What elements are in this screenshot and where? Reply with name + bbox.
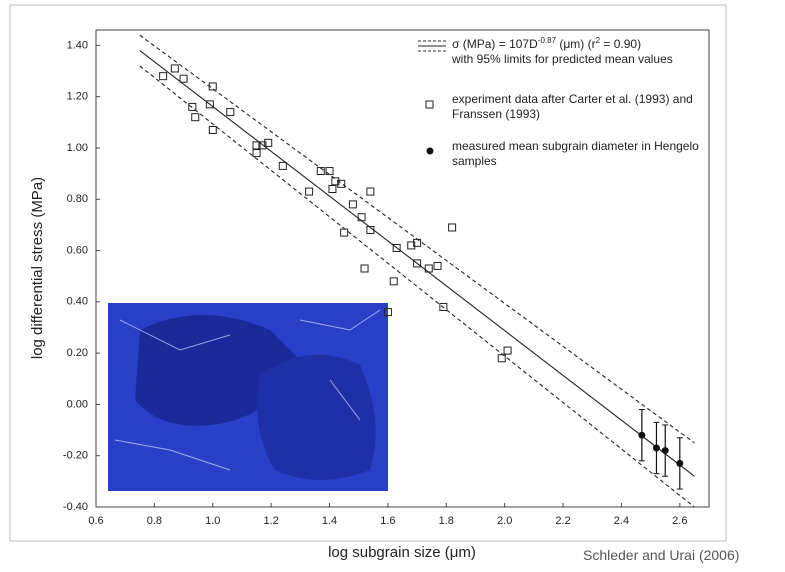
data-point [316,167,325,176]
data-point [337,179,346,188]
y-axis-label: log differential stress (MPa) [29,177,46,359]
y-tick-label: -0.20 [63,450,88,462]
inset-photo [108,303,388,491]
data-point [331,177,340,186]
data-point [652,444,660,452]
data-point [325,167,334,176]
legend-text: with 95% limits for predicted mean value… [452,52,673,66]
data-point [328,185,337,193]
data-point [348,200,357,209]
x-tick-label: 1.6 [380,515,395,527]
data-point [179,74,188,83]
x-axis-label: log subgrain size (μm) [328,544,476,561]
data-point [413,238,422,247]
data-point [389,277,398,286]
data-point [264,138,273,147]
data-point [661,447,669,455]
y-tick-label: 0.20 [67,347,88,359]
x-tick-label: 2.6 [672,515,687,527]
data-point [424,264,433,273]
credit: Schleder and Urai (2006) [583,547,740,563]
x-tick-label: 2.0 [497,515,512,527]
data-point [340,228,349,237]
x-tick-label: 2.2 [555,515,570,527]
data-point [252,149,261,158]
data-point [159,72,168,81]
fit-line [139,65,695,508]
data-point [676,459,684,467]
data-point [258,141,267,150]
x-tick-label: 1.2 [263,515,278,527]
legend-text: -0.87 [537,36,557,45]
x-tick-label: 0.6 [88,515,103,527]
data-point [439,302,448,311]
data-point [208,126,217,135]
legend-text: = 0.90) [600,37,642,51]
fit-line [139,50,695,477]
y-tick-label: 0.00 [67,398,88,410]
data-point [357,213,366,222]
legend-entry: experiment data after Carter et al. (199… [452,92,693,121]
data-point [278,161,287,170]
data-point [497,354,506,363]
data-point [366,226,375,235]
data-point [208,82,217,91]
x-tick-label: 1.4 [322,515,337,527]
x-tick-label: 2.4 [614,515,629,527]
data-point [383,308,392,317]
data-point [205,100,214,109]
data-point [188,102,197,111]
data-point [503,346,512,355]
legend-fit: σ (MPa) = 107D-0.87 (μm) (r2 = 0.90) wit… [452,33,707,67]
y-tick-label: 1.40 [67,39,88,51]
data-point [252,141,261,150]
outer-frame [9,4,727,542]
y-tick-label: 1.20 [67,91,88,103]
legend-text: σ (MPa) = 107D [452,37,538,51]
y-tick-label: 1.00 [67,142,88,154]
data-point [191,113,200,122]
data-point [170,64,179,73]
plot-frame [95,29,710,508]
data-point [638,431,646,439]
data-point [448,223,457,232]
data-point [305,187,314,196]
y-tick-label: 0.40 [67,296,88,308]
data-point [413,259,422,268]
x-tick-label: 1.8 [439,515,454,527]
data-point [360,264,369,273]
legend-text: (μm) (r [556,37,596,51]
legend-symbols [418,40,446,155]
data-point [407,241,416,250]
data-point [392,243,401,252]
data-point [366,187,375,196]
legend-entry: measured mean subgrain diameter in Henge… [452,139,699,168]
y-tick-label: 0.60 [67,244,88,256]
x-tick-label: 1.0 [205,515,220,527]
x-tick-label: 0.8 [147,515,162,527]
y-tick-label: -0.40 [63,501,88,513]
data-point [433,261,442,270]
data-point [226,108,235,117]
legend-text: 2 [595,36,601,45]
y-tick-label: 0.80 [67,193,88,205]
